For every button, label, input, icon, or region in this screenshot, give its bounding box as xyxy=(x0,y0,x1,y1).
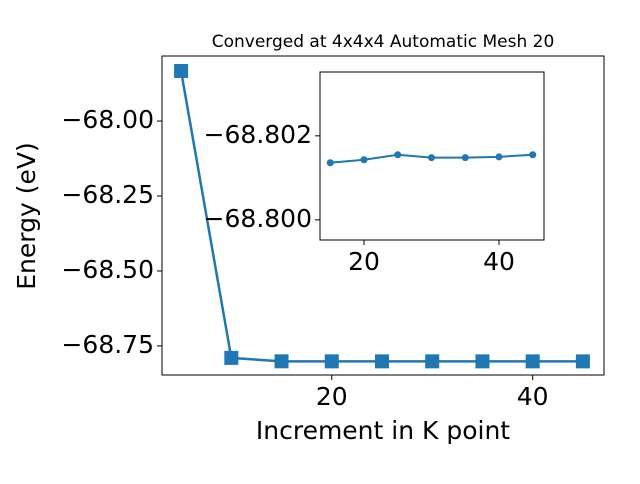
marker xyxy=(274,354,289,369)
axes-frame xyxy=(161,55,605,376)
marker xyxy=(394,151,402,159)
marker xyxy=(495,153,503,161)
marker xyxy=(575,354,590,369)
x-axis-label: Increment in K point xyxy=(256,416,510,445)
y-tick-label: −68.50 xyxy=(61,255,154,284)
marker xyxy=(461,154,469,162)
marker xyxy=(324,354,339,369)
marker xyxy=(475,354,490,369)
axes-frame xyxy=(319,71,545,241)
marker xyxy=(427,154,435,162)
x-tick-label: 20 xyxy=(316,382,348,411)
x-tick-label: 40 xyxy=(483,247,515,276)
x-tick-label: 20 xyxy=(348,247,380,276)
marker xyxy=(425,354,440,369)
y-tick-label: −68.00 xyxy=(61,105,154,134)
y-tick-label: −68.802 xyxy=(204,120,312,149)
marker xyxy=(374,354,389,369)
chart-title: Converged at 4x4x4 Automatic Mesh 20 xyxy=(212,32,555,52)
y-axis-label: Energy (eV) xyxy=(12,142,41,289)
marker xyxy=(360,156,368,164)
y-tick-label: −68.800 xyxy=(204,204,312,233)
marker xyxy=(529,151,537,159)
marker xyxy=(174,63,189,78)
y-tick-label: −68.75 xyxy=(61,330,154,359)
y-tick-label: −68.25 xyxy=(61,180,154,209)
marker xyxy=(224,350,239,365)
marker xyxy=(326,159,334,167)
marker xyxy=(525,354,540,369)
x-tick-label: 40 xyxy=(517,382,549,411)
